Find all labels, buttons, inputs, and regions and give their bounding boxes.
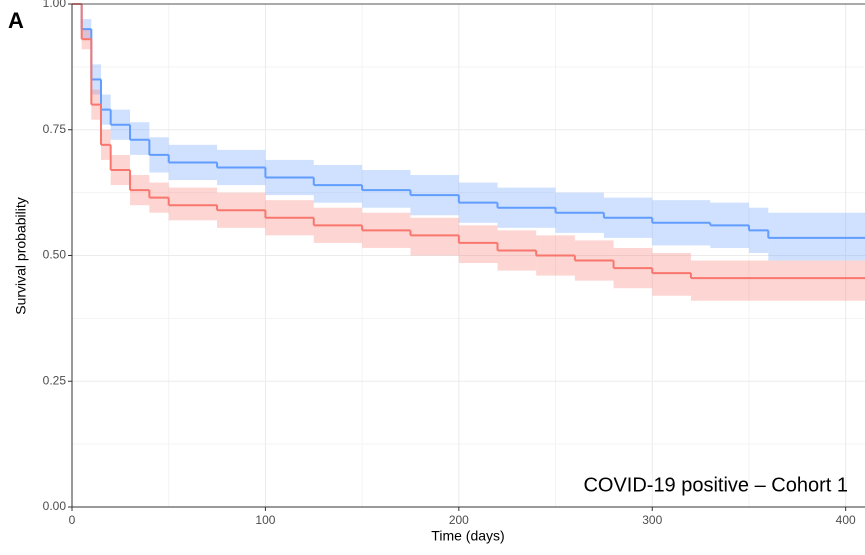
annotation: COVID-19 positive – Cohort 1: [583, 474, 848, 496]
y-tick-label: 0.25: [43, 373, 67, 387]
confidence-band: [690, 260, 865, 301]
y-tick-label: 1.00: [43, 0, 67, 10]
x-tick-label: 0: [69, 513, 76, 527]
y-tick-label: 0.50: [43, 248, 67, 262]
x-tick-label: 300: [642, 513, 662, 527]
y-tick-label: 0.00: [43, 499, 67, 513]
panel-label: A: [8, 8, 24, 33]
confidence-band: [168, 187, 218, 221]
y-tick-label: 0.75: [43, 122, 67, 136]
confidence-band: [362, 169, 411, 208]
y-axis-label: Survival probability: [13, 197, 29, 315]
x-tick-label: 400: [836, 513, 856, 527]
x-tick-label: 100: [255, 513, 275, 527]
confidence-band: [410, 217, 459, 256]
confidence-band: [313, 164, 363, 203]
confidence-band: [458, 225, 498, 264]
x-tick-label: 200: [449, 513, 469, 527]
confidence-band: [768, 212, 865, 261]
confidence-band: [130, 122, 150, 155]
confidence-band: [652, 252, 691, 296]
x-axis-label: Time (days): [431, 528, 504, 544]
